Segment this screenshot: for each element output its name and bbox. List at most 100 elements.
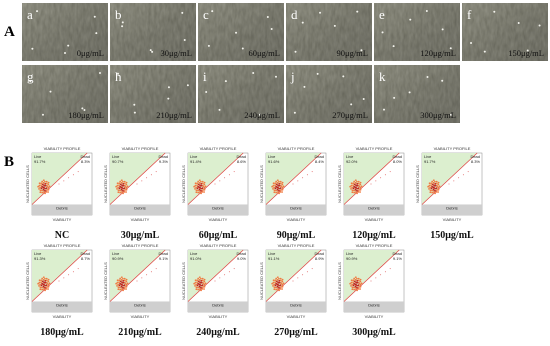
- event-dot: [275, 185, 278, 188]
- event-dot: [44, 180, 46, 183]
- event-dot: [272, 279, 275, 282]
- debris-label: Debris: [134, 205, 146, 210]
- plot-caption: 300μg/mL: [352, 327, 396, 338]
- event-dot: [40, 281, 43, 284]
- event-dot: [278, 286, 280, 289]
- event-dot: [125, 183, 128, 186]
- event-dot: [349, 185, 352, 188]
- event-dot: [280, 286, 282, 288]
- event-dot: [274, 184, 277, 187]
- event-dot: [431, 191, 434, 194]
- event-dot: [122, 281, 125, 284]
- live-percent: 91.3%: [34, 256, 46, 261]
- event-dot: [124, 286, 126, 288]
- event-dot: [120, 288, 123, 290]
- event-dot: [311, 171, 313, 173]
- live-label: Live: [268, 251, 276, 256]
- plot-title: VIABILITY PROFILE: [44, 243, 81, 248]
- event-dot: [436, 189, 438, 191]
- cell-spot: [441, 79, 444, 82]
- cell-spot: [93, 15, 96, 18]
- event-dot: [297, 180, 299, 182]
- event-dot: [197, 180, 200, 183]
- micrograph-image: [198, 65, 284, 123]
- cell-spot: [167, 97, 170, 100]
- event-dot: [430, 184, 433, 187]
- event-dot: [357, 277, 360, 280]
- event-dot: [275, 180, 278, 183]
- event-dot: [273, 186, 275, 189]
- micrograph: f 150μg/mL: [462, 3, 548, 61]
- event-dot: [203, 186, 206, 189]
- event-dot: [198, 179, 201, 182]
- cell-spot: [316, 72, 319, 75]
- debris-region: [344, 204, 404, 215]
- dead-label: Dead: [80, 251, 90, 256]
- event-dot: [448, 183, 450, 185]
- event-dot: [274, 279, 277, 282]
- event-dot: [200, 279, 203, 282]
- micrograph-image: [110, 65, 196, 123]
- event-dot: [136, 280, 138, 282]
- event-dot: [38, 187, 40, 190]
- event-dot: [118, 182, 121, 185]
- event-dot: [120, 285, 123, 288]
- event-dot: [278, 192, 280, 195]
- image-letter: b: [115, 7, 122, 22]
- event-dot: [123, 279, 126, 282]
- dead-label: Dead: [236, 154, 246, 159]
- event-dot: [271, 185, 274, 188]
- event-dot: [200, 192, 202, 195]
- x-axis-label: VIABILITY: [131, 217, 150, 222]
- event-dot: [273, 286, 276, 289]
- event-dot: [280, 189, 282, 191]
- event-dot: [281, 278, 284, 281]
- event-dot: [431, 183, 434, 186]
- event-dot: [358, 185, 361, 188]
- event-dot: [117, 286, 120, 289]
- event-dot: [282, 282, 285, 285]
- plot-caption: 270μg/mL: [274, 327, 318, 338]
- y-axis-label: NUCLEATED CELLS: [259, 262, 264, 300]
- event-dot: [123, 182, 126, 185]
- event-dot: [202, 189, 204, 191]
- cell-spot: [319, 11, 322, 14]
- event-dot: [354, 276, 357, 279]
- event-dot: [356, 277, 358, 280]
- micrograph-image: [374, 65, 460, 123]
- event-dot: [360, 185, 363, 188]
- plot-caption: NC: [55, 230, 69, 241]
- micrograph: g 180μg/mL: [22, 65, 108, 123]
- event-dot: [427, 185, 430, 188]
- event-dot: [197, 282, 200, 285]
- event-dot: [437, 183, 440, 186]
- event-dot: [352, 281, 355, 284]
- cell-spot: [29, 80, 32, 83]
- event-dot: [352, 187, 355, 190]
- plot-title: VIABILITY PROFILE: [278, 243, 315, 248]
- cell-spot: [441, 28, 444, 31]
- event-dot: [281, 288, 283, 290]
- debris-region: [110, 204, 170, 215]
- cell-spot: [133, 103, 136, 106]
- event-dot: [275, 183, 278, 186]
- event-dot: [120, 179, 123, 182]
- event-dot: [357, 182, 360, 185]
- event-dot: [37, 282, 40, 285]
- event-dot: [350, 184, 353, 187]
- event-dot: [119, 185, 122, 188]
- cell-spot: [95, 32, 98, 35]
- event-dot: [45, 180, 48, 183]
- event-dot: [124, 282, 127, 285]
- event-dot: [389, 268, 391, 270]
- event-dot: [197, 185, 200, 188]
- event-dot: [47, 285, 50, 288]
- dead-percent: 9.1%: [159, 256, 169, 261]
- event-dot: [428, 182, 431, 185]
- event-dot: [435, 180, 438, 183]
- cell-spot: [362, 97, 365, 100]
- event-dot: [201, 187, 204, 190]
- cell-spot: [425, 10, 428, 13]
- event-dot: [44, 284, 46, 287]
